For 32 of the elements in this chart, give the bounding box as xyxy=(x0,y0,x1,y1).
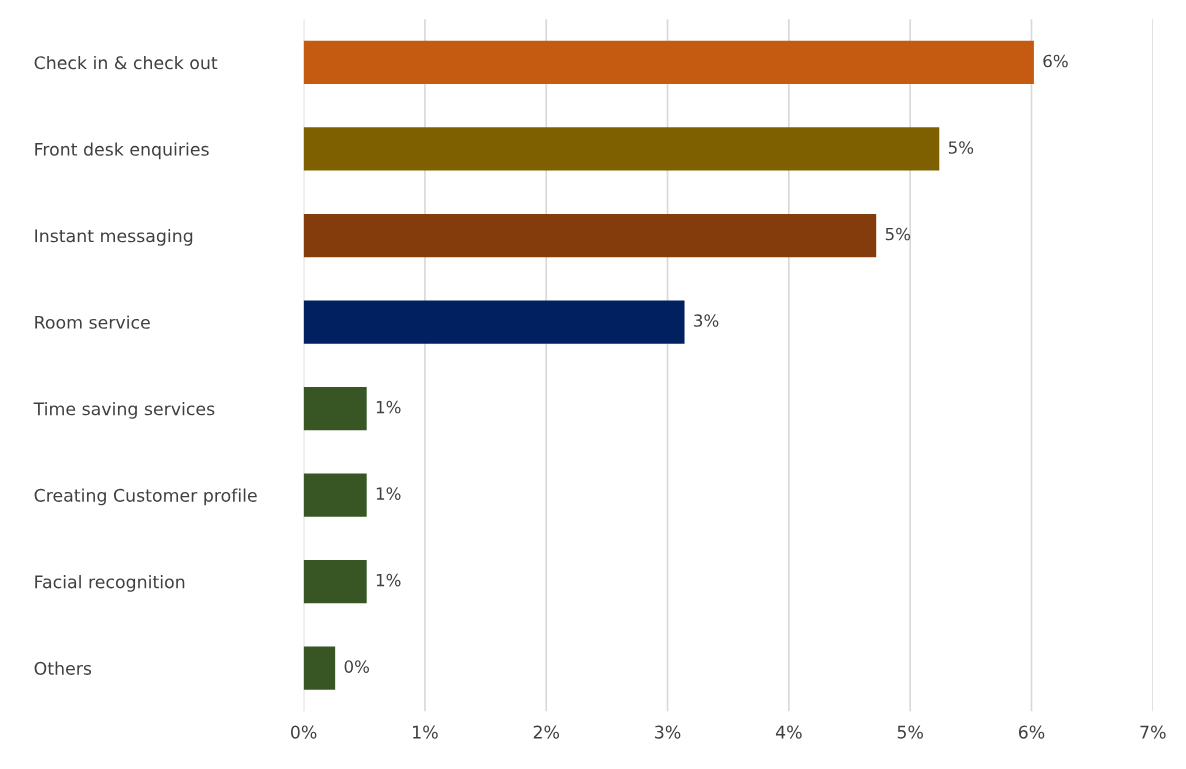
bar xyxy=(303,646,336,690)
data-label: 5% xyxy=(885,227,911,241)
data-label: 1% xyxy=(376,400,401,414)
y-tick-label: Front desk enquiries xyxy=(35,142,209,160)
data-label: 0% xyxy=(344,660,370,673)
y-tick-label: Creating Customer profile xyxy=(34,488,257,506)
y-tick-label: Check in & check out xyxy=(34,55,218,70)
x-tick-label: 4% xyxy=(775,725,802,739)
y-tick-label: Facial recognition xyxy=(35,574,185,592)
data-label: 3% xyxy=(694,314,719,327)
data-label: 5% xyxy=(948,141,974,154)
data-label: 1% xyxy=(376,487,401,500)
y-tick-label: Room service xyxy=(35,315,150,329)
y-tick-label: Instant messaging xyxy=(35,228,193,246)
x-tick-label: 0% xyxy=(290,725,317,739)
data-label: 1% xyxy=(376,573,401,587)
x-tick-label: 6% xyxy=(1018,725,1045,739)
data-label: 6% xyxy=(1043,54,1068,68)
x-tick-label: 7% xyxy=(1140,725,1166,739)
x-tick-label: 2% xyxy=(533,725,560,739)
x-tick-label: 1% xyxy=(413,725,438,739)
bar xyxy=(303,300,685,344)
y-tick-label: Time saving services xyxy=(33,401,215,419)
x-tick-label: 5% xyxy=(897,725,923,739)
bar xyxy=(303,386,367,431)
bar xyxy=(303,40,1034,85)
bar xyxy=(303,473,367,517)
y-tick-label: Others xyxy=(34,661,92,675)
bar xyxy=(303,127,940,171)
x-tick-label: 3% xyxy=(655,725,681,739)
bar xyxy=(303,559,367,604)
bar xyxy=(303,213,877,258)
